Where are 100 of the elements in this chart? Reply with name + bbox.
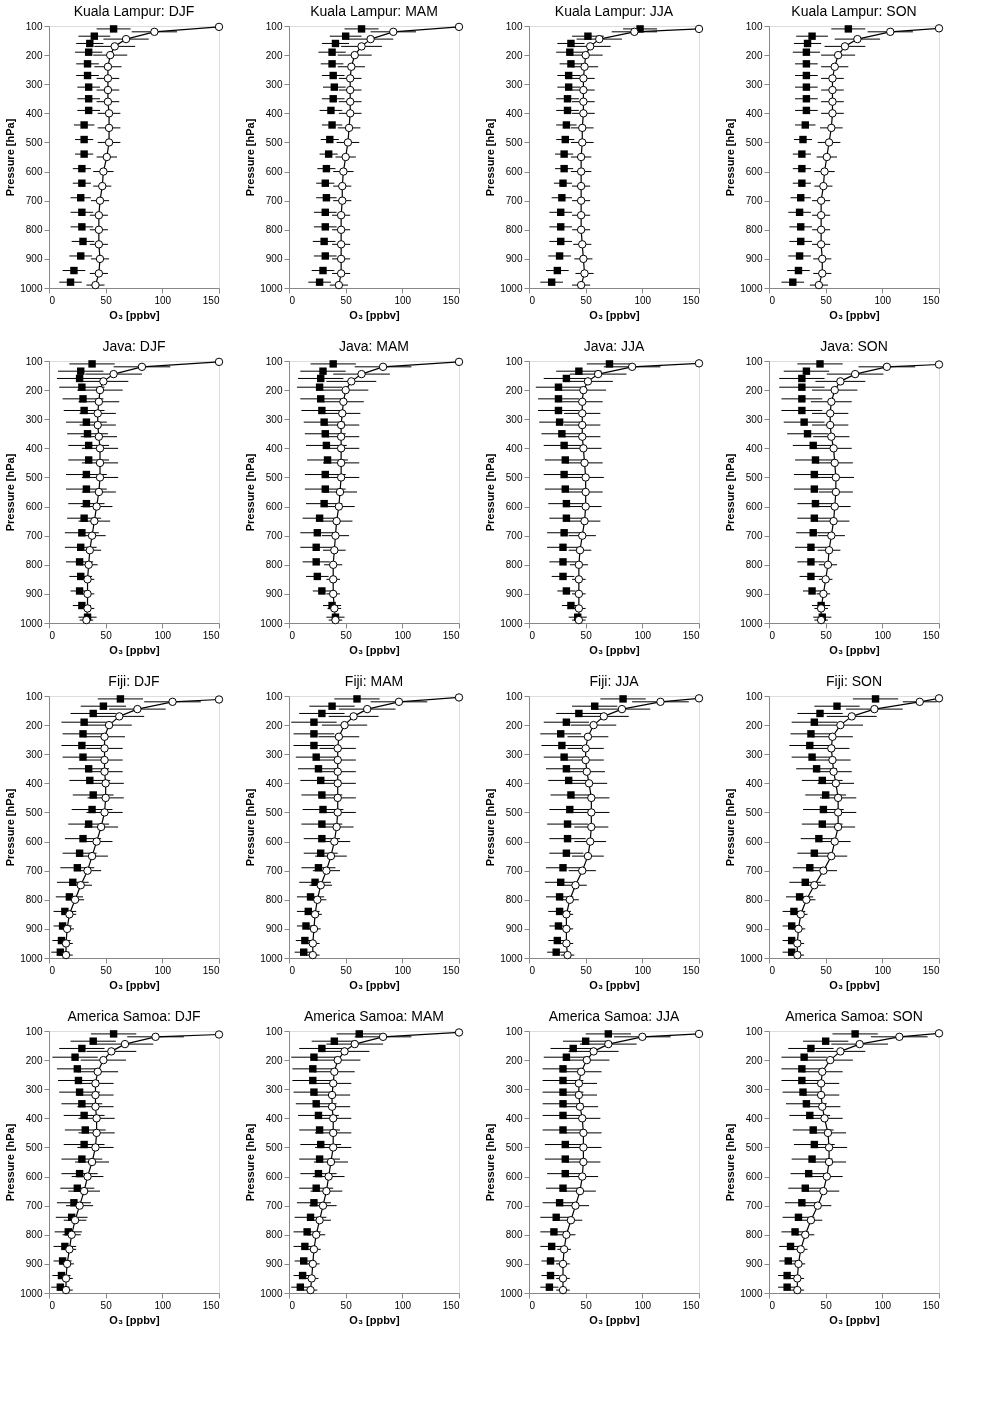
- x-tick-label: 50: [820, 629, 833, 641]
- y-tick-label: 300: [265, 1083, 283, 1095]
- y-tick-label: 600: [745, 1171, 763, 1183]
- y-tick-label: 400: [745, 442, 763, 454]
- y-tick-label: 800: [265, 1229, 283, 1241]
- y-axis-title: Pressure [hPa]: [724, 788, 737, 867]
- y-tick-label: 300: [25, 1083, 43, 1095]
- y-tick-label: 700: [505, 1200, 523, 1212]
- y-tick-label: 400: [265, 1112, 283, 1124]
- x-tick-label: 100: [874, 629, 892, 641]
- y-tick-label: 700: [265, 1200, 283, 1212]
- y-tick-label: 500: [745, 471, 763, 483]
- x-axis-title: O₃ [ppbv]: [349, 308, 400, 321]
- y-tick-label: 900: [745, 923, 763, 935]
- y-tick-label: 100: [265, 20, 283, 32]
- y-tick-label: 100: [745, 1025, 763, 1037]
- x-axis-title: O₃ [ppbv]: [109, 643, 160, 656]
- x-tick-label: 50: [100, 629, 113, 641]
- y-tick-label: 200: [265, 384, 283, 396]
- y-axis-title: Pressure [hPa]: [4, 1123, 17, 1202]
- x-tick-label: 150: [682, 1299, 700, 1311]
- chart-title: Kuala Lampur: DJF: [73, 3, 195, 19]
- y-tick-label: 100: [745, 355, 763, 367]
- chart-title: Fiji: DJF: [108, 673, 160, 689]
- y-tick-label: 700: [265, 195, 283, 207]
- y-tick-label: 800: [265, 894, 283, 906]
- y-tick-label: 500: [265, 1141, 283, 1153]
- y-tick-label: 100: [505, 690, 523, 702]
- x-tick-label: 50: [580, 629, 593, 641]
- y-tick-label: 900: [25, 1258, 43, 1270]
- y-tick-label: 500: [265, 806, 283, 818]
- x-tick-label: 0: [289, 294, 296, 306]
- y-tick-label: 500: [505, 1141, 523, 1153]
- x-tick-label: 150: [922, 629, 940, 641]
- y-tick-label: 300: [505, 748, 523, 760]
- chart-title: Java: MAM: [338, 338, 410, 354]
- x-axis-title: O₃ [ppbv]: [589, 978, 640, 991]
- x-tick-label: 0: [769, 1299, 776, 1311]
- chart-title: Kuala Lampur: JJA: [554, 3, 674, 19]
- y-tick-label: 100: [505, 1025, 523, 1037]
- x-axis-title: O₃ [ppbv]: [349, 978, 400, 991]
- y-tick-label: 300: [25, 413, 43, 425]
- y-tick-label: 1000: [260, 952, 283, 964]
- y-tick-label: 500: [25, 136, 43, 148]
- y-tick-label: 800: [745, 224, 763, 236]
- y-tick-label: 200: [25, 49, 43, 61]
- x-tick-label: 50: [340, 1299, 353, 1311]
- y-tick-label: 500: [25, 471, 43, 483]
- y-axis-title: Pressure [hPa]: [244, 1123, 257, 1202]
- y-tick-label: 900: [25, 253, 43, 265]
- y-axis-title: Pressure [hPa]: [244, 788, 257, 867]
- x-tick-label: 100: [394, 294, 412, 306]
- y-axis-title: Pressure [hPa]: [244, 118, 257, 197]
- x-tick-label: 150: [922, 964, 940, 976]
- chart-title: Java: SON: [820, 338, 888, 354]
- y-tick-label: 1000: [20, 1287, 43, 1299]
- y-tick-label: 500: [25, 1141, 43, 1153]
- x-tick-label: 150: [682, 964, 700, 976]
- y-tick-label: 900: [25, 923, 43, 935]
- y-tick-label: 400: [25, 777, 43, 789]
- y-tick-label: 300: [745, 748, 763, 760]
- chart-title: Kuala Lampur: MAM: [310, 3, 438, 19]
- y-tick-label: 500: [745, 1141, 763, 1153]
- y-tick-label: 900: [505, 1258, 523, 1270]
- x-tick-label: 0: [529, 1299, 536, 1311]
- y-tick-label: 100: [745, 20, 763, 32]
- x-tick-label: 100: [394, 1299, 412, 1311]
- x-tick-label: 150: [202, 964, 220, 976]
- y-tick-label: 400: [505, 442, 523, 454]
- y-tick-label: 600: [745, 836, 763, 848]
- chart-title: Fiji: SON: [826, 673, 882, 689]
- x-axis-title: O₃ [ppbv]: [109, 1313, 160, 1326]
- chart-title: Java: JJA: [583, 338, 645, 354]
- y-tick-label: 200: [745, 384, 763, 396]
- y-tick-label: 500: [265, 471, 283, 483]
- y-tick-label: 700: [265, 865, 283, 877]
- y-tick-label: 100: [265, 355, 283, 367]
- y-tick-label: 800: [25, 224, 43, 236]
- y-tick-label: 700: [745, 1200, 763, 1212]
- y-tick-label: 300: [505, 78, 523, 90]
- x-tick-label: 0: [529, 629, 536, 641]
- x-tick-label: 50: [820, 964, 833, 976]
- y-tick-label: 400: [265, 777, 283, 789]
- y-axis-title: Pressure [hPa]: [4, 453, 17, 532]
- y-tick-label: 900: [745, 1258, 763, 1270]
- y-axis-title: Pressure [hPa]: [724, 1123, 737, 1202]
- y-tick-label: 400: [745, 107, 763, 119]
- y-tick-label: 400: [505, 777, 523, 789]
- x-tick-label: 150: [202, 629, 220, 641]
- y-tick-label: 900: [265, 253, 283, 265]
- x-tick-label: 150: [442, 964, 460, 976]
- y-tick-label: 500: [505, 806, 523, 818]
- y-tick-label: 900: [745, 588, 763, 600]
- y-tick-label: 400: [505, 1112, 523, 1124]
- y-axis-title: Pressure [hPa]: [4, 788, 17, 867]
- chart-title: America Samoa: SON: [785, 1008, 923, 1024]
- y-tick-label: 300: [745, 413, 763, 425]
- x-tick-label: 50: [340, 964, 353, 976]
- y-tick-label: 700: [25, 1200, 43, 1212]
- y-tick-label: 200: [265, 1054, 283, 1066]
